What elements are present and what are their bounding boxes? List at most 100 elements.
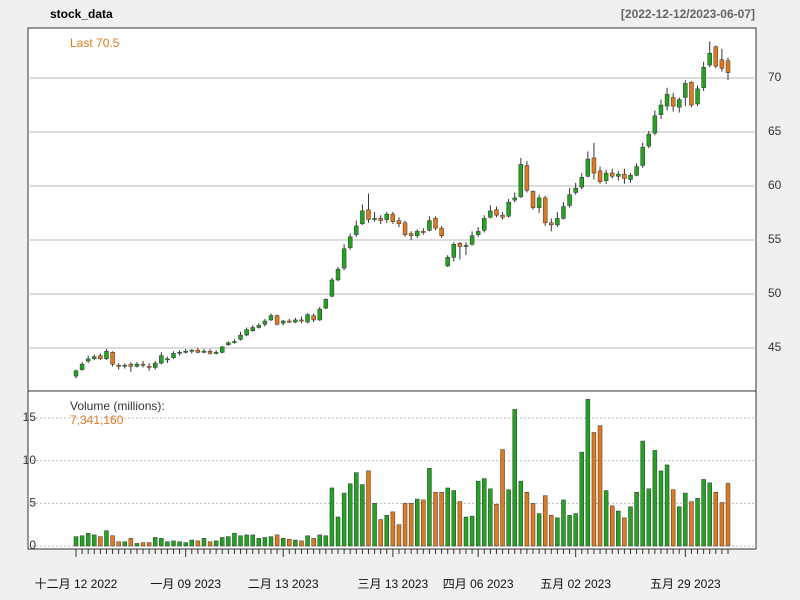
candle-body [433, 218, 438, 229]
volume-bar [579, 451, 584, 547]
volume-bar [384, 515, 389, 547]
candle-body [463, 245, 469, 247]
volume-bar [683, 492, 688, 547]
candle-body [628, 174, 633, 180]
volume-bar [402, 503, 408, 547]
volume-bar [488, 488, 493, 547]
volume-bar [707, 482, 712, 547]
volume-bar [323, 535, 329, 547]
volume-bar [354, 472, 359, 547]
candle-body [329, 279, 335, 297]
volume-bar [646, 488, 652, 547]
candle-body [335, 268, 341, 281]
candle-body [110, 352, 115, 365]
volume-bar [408, 503, 414, 547]
candle-body [469, 235, 475, 245]
candle-body [262, 320, 268, 325]
candle-body [664, 93, 670, 107]
candle-body [268, 315, 274, 321]
volume-bar [622, 517, 627, 547]
volume-bar [591, 432, 597, 547]
volume-bar [567, 515, 572, 547]
volume-bar [670, 489, 676, 547]
candle-body [232, 341, 237, 343]
y-tick-label: 15 [23, 410, 37, 424]
volume-bar [366, 470, 371, 547]
volume-bar [609, 505, 615, 547]
candle-body [384, 213, 389, 220]
candle-body [189, 349, 195, 352]
volume-bar [329, 487, 335, 547]
volume-bar [104, 530, 109, 547]
candle-body [299, 319, 304, 322]
volume-bar [695, 497, 700, 547]
candle-body [341, 248, 347, 269]
volume-bar [555, 517, 560, 547]
volume-bar [299, 540, 304, 547]
x-tick-label: 五月 02 2023 [540, 577, 611, 591]
volume-bar [439, 491, 444, 547]
volume-bar [634, 491, 639, 547]
y-tick-label: 0 [29, 538, 36, 552]
volume-bar [317, 534, 322, 547]
volume-bar [701, 479, 706, 547]
volume-bar [542, 495, 548, 547]
volume-bar [457, 501, 463, 547]
date-range: [2022-12-12/2023-06-07] [621, 7, 755, 21]
volume-bar [347, 483, 353, 547]
candle-body [171, 353, 176, 358]
volume-bar [116, 541, 121, 547]
candle-body [354, 225, 359, 235]
candle-body [415, 231, 420, 236]
volume-bar [421, 499, 426, 547]
volume-bar [512, 409, 517, 547]
volume-bar [640, 440, 645, 547]
volume-bar [183, 542, 188, 547]
candle-body [634, 166, 639, 176]
volume-bar [475, 480, 481, 547]
candle-body [445, 257, 450, 267]
candle-body [226, 342, 231, 346]
candle-body [421, 231, 426, 233]
candle-body [378, 218, 383, 221]
volume-bar [85, 532, 91, 547]
volume-bar [549, 515, 554, 547]
volume-bar [274, 534, 280, 547]
volume-bar [713, 491, 719, 547]
volume-bar [677, 506, 682, 547]
volume-bar [518, 480, 524, 547]
candle-body [597, 170, 603, 182]
candle-body [670, 97, 676, 107]
volume-bar [110, 535, 115, 547]
candle-body [555, 218, 560, 226]
candle-body [140, 363, 146, 366]
volume-bar [573, 513, 578, 547]
volume-bar [262, 537, 268, 547]
volume-bar [372, 503, 377, 547]
candle-body [506, 201, 511, 217]
volume-bar [396, 524, 402, 547]
candle-body [201, 351, 207, 353]
volume-bar [140, 542, 146, 547]
candle-body [695, 88, 700, 105]
candle-body [177, 352, 182, 354]
volume-bar [433, 491, 438, 547]
candle-body [689, 82, 694, 106]
candle-body [305, 314, 310, 323]
candle-body [396, 220, 402, 225]
candle-body [207, 351, 213, 354]
candle-body [579, 177, 584, 188]
x-tick-label: 四月 06 2023 [443, 577, 514, 591]
candle-body [622, 173, 627, 179]
candle-body [549, 222, 554, 226]
volume-bar [536, 513, 542, 547]
y-tick-label: 10 [23, 453, 37, 467]
y-tick-label: 50 [768, 286, 782, 300]
candle-body [640, 146, 645, 166]
candle-body [146, 366, 152, 368]
x-tick-label: 一月 09 2023 [150, 577, 221, 591]
candle-body [512, 197, 517, 201]
volume-bar [469, 515, 475, 547]
candle-body [488, 210, 493, 218]
